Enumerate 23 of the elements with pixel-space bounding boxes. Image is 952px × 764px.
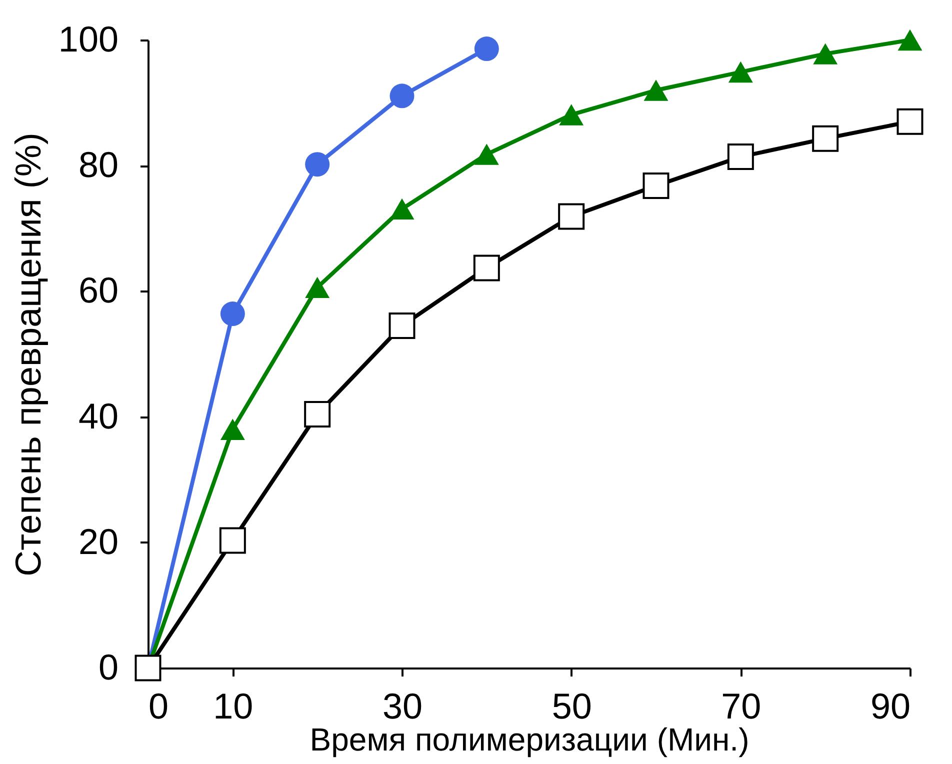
point — [728, 61, 753, 83]
point — [220, 302, 245, 326]
y-tick-label: 80 — [78, 144, 118, 186]
point — [813, 43, 838, 64]
point — [220, 418, 245, 440]
x-tick-label: 90 — [870, 686, 910, 726]
point — [305, 276, 330, 298]
y-tick-label: 20 — [78, 520, 118, 562]
x-tick-label: 0 — [148, 686, 169, 726]
point — [559, 104, 584, 126]
point — [474, 144, 499, 165]
x-tick-label: 10 — [213, 686, 254, 726]
point — [474, 36, 499, 62]
point — [390, 84, 414, 108]
y-tick-label: 40 — [78, 395, 118, 436]
y-tick-label: 60 — [78, 270, 118, 311]
y-tick-label: 100 — [58, 18, 118, 60]
y-tick-label: 0 — [98, 646, 118, 688]
point — [644, 80, 668, 101]
point — [305, 152, 330, 177]
y-axis-title: Степень превращения (%) — [7, 132, 48, 576]
point — [898, 29, 922, 51]
point — [390, 198, 414, 220]
